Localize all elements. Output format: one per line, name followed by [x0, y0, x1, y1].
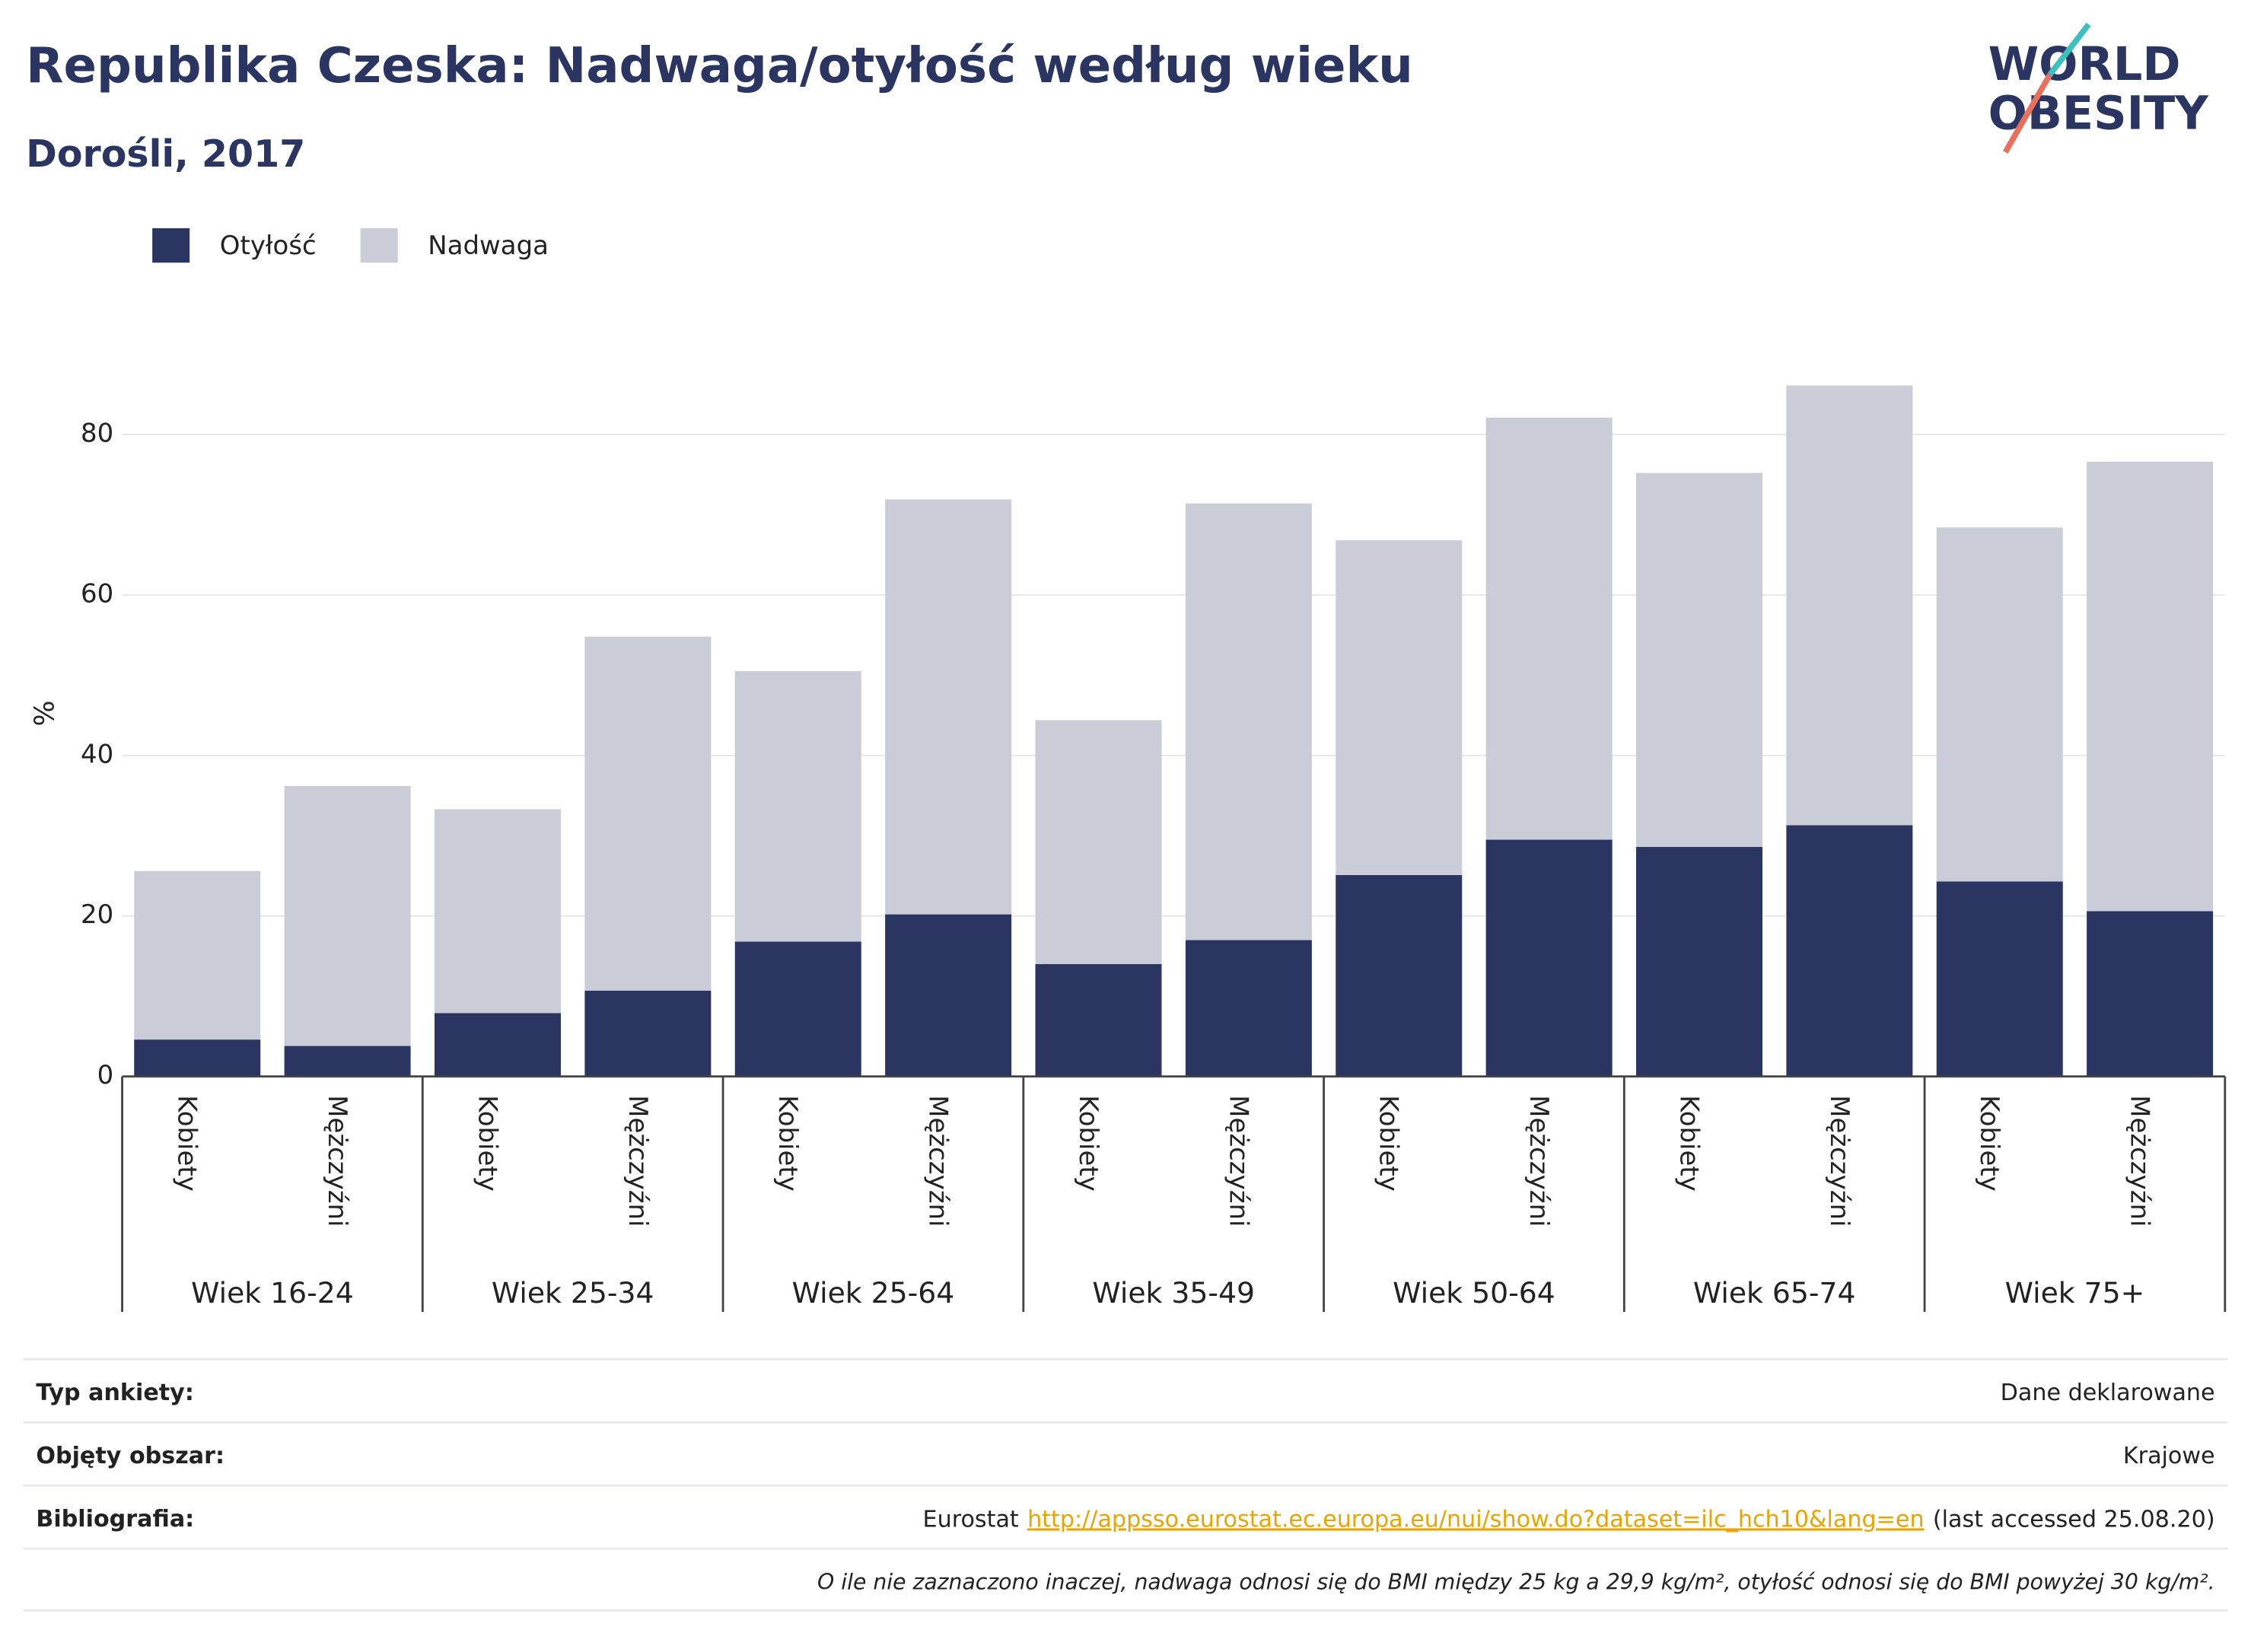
x-tick-label: Kobiety — [1073, 1095, 1103, 1192]
bar — [1636, 473, 1762, 848]
chart-subtitle: Dorośli, 2017 — [26, 132, 305, 176]
bar — [584, 990, 712, 1077]
legend-swatch — [152, 228, 190, 263]
source-link[interactable]: http://appsso.eurostat.ec.europa.eu/nui/… — [1027, 1506, 1925, 1533]
y-tick-label: 60 — [81, 578, 113, 609]
group-label: Wiek 35-49 — [1092, 1276, 1255, 1310]
group-label: Wiek 16-24 — [191, 1276, 354, 1310]
bar — [885, 914, 1012, 1077]
footer-value: Krajowe — [2123, 1443, 2215, 1469]
footer-label: Typ ankiety: — [36, 1380, 194, 1406]
bar — [1336, 874, 1463, 1077]
bar — [1936, 527, 2063, 882]
group-label: Wiek 65-74 — [1693, 1276, 1856, 1310]
y-tick-label: 20 — [81, 899, 113, 930]
group-label: Wiek 75+ — [2005, 1276, 2145, 1310]
chart-title: Republika Czeska: Nadwaga/otyłość według… — [26, 37, 1413, 94]
legend-swatch — [360, 228, 398, 263]
x-tick-label: Kobiety — [1374, 1095, 1404, 1192]
bar — [1636, 847, 1762, 1077]
x-tick-label: Kobiety — [472, 1095, 502, 1192]
footer-value: Eurostat http://appsso.eurostat.ec.europa… — [923, 1506, 2215, 1533]
bar — [885, 499, 1012, 915]
bar — [284, 1046, 411, 1077]
bar — [284, 785, 411, 1046]
group-label: Wiek 25-64 — [792, 1276, 955, 1310]
bar — [1485, 417, 1613, 840]
logo-text: WORLD — [1988, 38, 2181, 91]
x-tick-label: Kobiety — [1673, 1095, 1704, 1192]
bar — [2087, 461, 2214, 912]
footer-label: Objęty obszar: — [36, 1443, 224, 1469]
x-tick-label: Mężczyźni — [1223, 1095, 1253, 1227]
source-suffix: (last accessed 25.08.20) — [1933, 1506, 2215, 1533]
x-tick-label: Mężczyźni — [322, 1095, 352, 1227]
x-tick-label: Mężczyźni — [622, 1095, 653, 1227]
bar — [1035, 720, 1162, 964]
source-prefix: Eurostat — [923, 1506, 1019, 1533]
x-tick-label: Kobiety — [772, 1095, 803, 1192]
group-label: Wiek 50-64 — [1393, 1276, 1555, 1310]
bar — [134, 1039, 261, 1077]
footer-label: Bibliografia: — [36, 1506, 194, 1533]
bar — [435, 809, 561, 1014]
y-tick-label: 0 — [97, 1060, 114, 1090]
footer-value: Dane deklarowane — [2001, 1380, 2215, 1406]
bar — [1035, 963, 1162, 1077]
x-tick-label: Mężczyźni — [2125, 1095, 2155, 1227]
y-tick-label: 80 — [81, 418, 113, 448]
bar — [1485, 839, 1613, 1077]
logo-slash — [2047, 22, 2091, 77]
bar — [1336, 540, 1463, 875]
bar — [1786, 385, 1913, 826]
bar — [584, 636, 712, 991]
bar — [734, 671, 861, 942]
x-tick-label: Mężczyźni — [923, 1095, 954, 1227]
legend-label: Nadwaga — [428, 231, 549, 261]
bar — [2087, 911, 2214, 1077]
y-axis-label: % — [30, 700, 61, 726]
x-tick-label: Kobiety — [172, 1095, 202, 1192]
y-tick-label: 40 — [81, 739, 113, 769]
bar — [134, 871, 261, 1040]
legend-label: Otyłość — [220, 231, 317, 261]
footnote: O ile nie zaznaczono inaczej, nadwaga od… — [817, 1569, 2215, 1594]
x-tick-label: Mężczyźni — [1523, 1095, 1554, 1227]
bar — [1936, 881, 2063, 1077]
x-tick-label: Kobiety — [1974, 1095, 2004, 1192]
bar — [1185, 940, 1312, 1077]
x-tick-label: Mężczyźni — [1824, 1095, 1855, 1227]
logo-slash — [2002, 73, 2052, 154]
bar — [1786, 825, 1913, 1077]
logo-text: OBESITY — [1988, 87, 2210, 140]
bar — [734, 941, 861, 1077]
bar — [1185, 503, 1312, 941]
bar — [435, 1013, 561, 1077]
group-label: Wiek 25-34 — [492, 1276, 654, 1310]
